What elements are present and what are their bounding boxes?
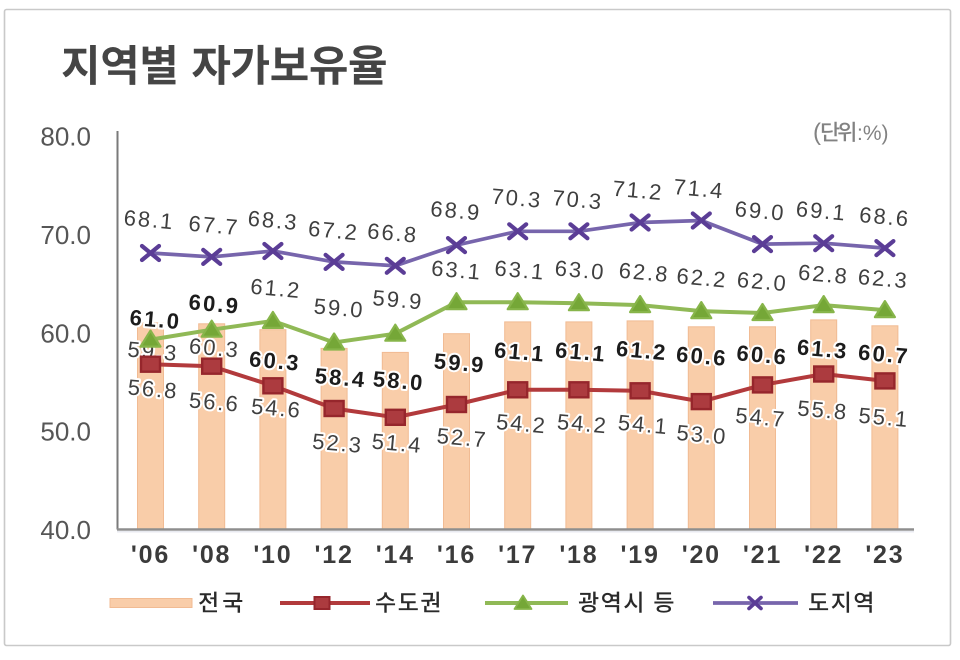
svg-text:58.4: 58.4	[314, 363, 368, 392]
svg-text:'17: '17	[498, 541, 537, 569]
svg-text:60.7: 60.7	[857, 340, 911, 369]
svg-text:(: (	[813, 119, 821, 146]
svg-text:60.0: 60.0	[40, 318, 91, 348]
svg-text:62.0: 62.0	[736, 267, 789, 296]
svg-text:60.6: 60.6	[736, 340, 790, 369]
svg-text:54.7: 54.7	[734, 403, 787, 432]
svg-text:62.8: 62.8	[618, 258, 671, 287]
svg-text:59.9: 59.9	[372, 285, 425, 314]
svg-text:'06: '06	[131, 541, 170, 569]
svg-text:'10: '10	[253, 541, 292, 569]
svg-text:56.6: 56.6	[188, 387, 241, 416]
svg-text:60.3: 60.3	[248, 346, 302, 375]
svg-text:54.2: 54.2	[556, 409, 609, 438]
svg-text:'14: '14	[376, 541, 415, 569]
svg-text:'18: '18	[559, 541, 598, 569]
svg-text:'22: '22	[804, 541, 843, 569]
svg-text:54.1: 54.1	[617, 410, 670, 439]
svg-text:55.1: 55.1	[858, 403, 911, 432]
svg-text:'19: '19	[621, 541, 660, 569]
svg-text:60.9: 60.9	[188, 289, 242, 318]
svg-text:62.2: 62.2	[676, 263, 729, 292]
svg-text:69.1: 69.1	[795, 196, 848, 225]
svg-text:66.8: 66.8	[366, 218, 419, 247]
svg-text:71.4: 71.4	[673, 174, 726, 203]
svg-text:63.1: 63.1	[494, 255, 547, 284]
svg-text:70.3: 70.3	[551, 185, 604, 214]
svg-text:68.3: 68.3	[247, 206, 300, 235]
svg-text:59.9: 59.9	[433, 348, 487, 377]
svg-text:55.8: 55.8	[796, 395, 849, 424]
svg-text:40.0: 40.0	[40, 515, 91, 545]
svg-text::%): :%)	[857, 122, 889, 145]
svg-text:52.3: 52.3	[311, 429, 364, 458]
svg-text:67.2: 67.2	[307, 216, 360, 245]
svg-text:61.3: 61.3	[796, 334, 850, 363]
svg-text:61.1: 61.1	[554, 337, 608, 366]
svg-text:60.6: 60.6	[675, 342, 729, 371]
svg-text:'23: '23	[865, 541, 904, 569]
svg-text:62.8: 62.8	[797, 260, 850, 289]
svg-text:53.0: 53.0	[676, 420, 729, 449]
svg-text:68.6: 68.6	[858, 202, 911, 231]
svg-text:52.7: 52.7	[436, 423, 489, 452]
svg-text:62.3: 62.3	[857, 264, 910, 293]
svg-text:68.1: 68.1	[123, 205, 176, 234]
svg-text:70.3: 70.3	[490, 184, 543, 213]
svg-text:70.0: 70.0	[40, 220, 91, 250]
svg-text:59.0: 59.0	[313, 293, 366, 322]
svg-text:'21: '21	[743, 541, 782, 569]
svg-text:63.1: 63.1	[430, 255, 483, 284]
svg-text:'08: '08	[192, 541, 231, 569]
svg-text:61.0: 61.0	[129, 305, 183, 334]
svg-text:58.0: 58.0	[372, 366, 426, 395]
svg-text:'20: '20	[682, 541, 721, 569]
svg-text:61.2: 61.2	[615, 336, 669, 365]
svg-text:'12: '12	[315, 541, 354, 569]
svg-text:68.9: 68.9	[429, 196, 482, 225]
svg-text:80.0: 80.0	[40, 122, 91, 152]
svg-text:61.2: 61.2	[249, 274, 302, 303]
svg-text:67.7: 67.7	[188, 211, 241, 240]
svg-text:54.6: 54.6	[250, 394, 303, 423]
svg-text:61.1: 61.1	[493, 337, 547, 366]
svg-text:50.0: 50.0	[40, 417, 91, 447]
svg-text:69.0: 69.0	[734, 196, 787, 225]
svg-text:71.2: 71.2	[612, 176, 665, 205]
svg-text:'16: '16	[437, 541, 476, 569]
svg-text:63.0: 63.0	[554, 255, 607, 284]
svg-text:54.2: 54.2	[495, 409, 548, 438]
svg-text:56.8: 56.8	[127, 374, 180, 403]
svg-text:51.4: 51.4	[371, 429, 424, 458]
